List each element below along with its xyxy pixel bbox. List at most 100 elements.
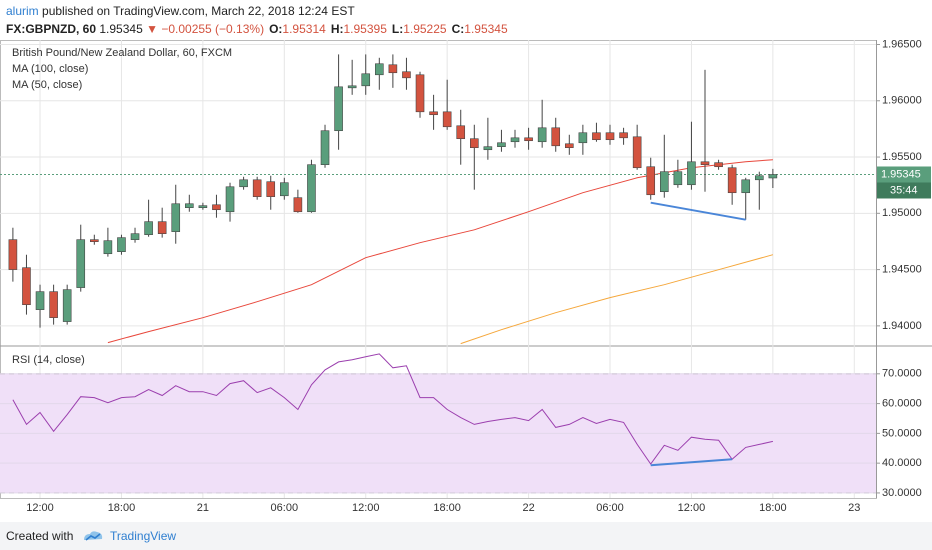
candle-body <box>497 142 506 147</box>
ohlc-label: H: <box>330 22 344 36</box>
candle-body <box>564 143 574 149</box>
price: 1.95345 <box>99 22 143 36</box>
candle-body <box>768 174 778 179</box>
candle-body <box>185 203 194 208</box>
candle-body <box>334 86 343 132</box>
trendline <box>650 458 733 467</box>
candle-body <box>320 130 330 166</box>
candle-body <box>605 132 615 141</box>
x-tick-label: 12:00 <box>26 502 54 514</box>
x-tick-label: 06:00 <box>596 502 624 514</box>
candle-body <box>388 64 398 74</box>
candle-body <box>198 205 208 208</box>
x-tick-label: 18:00 <box>433 502 461 514</box>
candle-body <box>225 186 235 213</box>
candle-body <box>90 239 99 242</box>
countdown-box <box>877 182 931 199</box>
candle-body <box>741 179 751 194</box>
footer: Created with TradingView <box>0 522 932 550</box>
candle-body <box>8 239 18 270</box>
chart-title: RSI (14, close) <box>12 354 85 366</box>
candle-body <box>619 132 628 139</box>
ohlc-value: 1.95225 <box>403 22 447 36</box>
candle-body <box>714 162 723 168</box>
published: published on TradingView.com, March 22, … <box>42 4 355 18</box>
candle-body <box>687 161 696 186</box>
candle-body <box>117 237 126 252</box>
trendline <box>650 201 746 221</box>
last-price-box <box>877 166 931 183</box>
candle-body <box>35 291 45 310</box>
candle-body <box>49 291 58 318</box>
x-tick-label: 06:00 <box>271 502 299 514</box>
last-price-label: 1.95345 <box>881 168 921 180</box>
x-tick-label: 18:00 <box>759 502 787 514</box>
y-tick-label: 1.96500 <box>882 40 922 50</box>
candle-body <box>700 161 710 166</box>
change: −0.00255 (−0.13%) <box>161 22 265 36</box>
candle-body <box>62 289 72 322</box>
ohlc-label: O: <box>269 22 283 36</box>
ohlc-label: C: <box>451 22 465 36</box>
symbol-line: FX:GBPNZD, 60 1.95345 ▼ −0.00255 (−0.13%… <box>6 22 508 36</box>
candle-body <box>103 240 113 255</box>
ohlc-value: 1.95345 <box>464 22 508 36</box>
candle-body <box>442 111 452 128</box>
candle-body <box>280 182 289 197</box>
y-tick-label: 1.95500 <box>882 151 922 163</box>
candle-body <box>375 63 384 76</box>
y-tick-label: 70.0000 <box>882 368 922 380</box>
candle-body <box>578 132 588 144</box>
x-tick-label: 22 <box>522 502 534 514</box>
y-tick-label: 40.0000 <box>882 457 922 469</box>
created-with: Created with <box>6 529 74 543</box>
candle-body <box>402 71 411 79</box>
y-tick-label: 50.0000 <box>882 427 922 439</box>
candle-body <box>293 197 303 213</box>
y-tick-label: 1.95000 <box>882 207 922 219</box>
candle-body <box>551 127 561 147</box>
ohlc: O:1.95314 H:1.95395 L:1.95225 C:1.95345 <box>264 22 508 36</box>
candle-body <box>592 132 601 141</box>
ohlc-label: L: <box>391 22 404 36</box>
logo <box>84 531 103 541</box>
candle-body <box>537 127 547 143</box>
candle-body <box>510 137 520 143</box>
y-tick-label: 1.96000 <box>882 95 922 107</box>
candle-body <box>429 111 438 116</box>
rsi-line <box>12 353 774 465</box>
candle-body <box>239 179 248 188</box>
candle-body <box>22 267 31 306</box>
candle-body <box>483 146 493 151</box>
candle-body <box>415 74 425 113</box>
candle-body <box>157 221 167 234</box>
x-tick-label: 18:00 <box>108 502 136 514</box>
header: alurim published on TradingView.com, Mar… <box>0 0 932 40</box>
candle-body <box>171 203 181 232</box>
candle-body <box>252 179 262 197</box>
y-tick-label: 1.94500 <box>882 264 922 276</box>
brand[interactable]: TradingView <box>110 529 177 543</box>
arrow: ▼ <box>146 22 158 36</box>
candle-body <box>361 73 371 87</box>
x-tick-label: 12:00 <box>678 502 706 514</box>
legend-entry: MA (100, close) <box>12 63 88 75</box>
x-tick-label: 12:00 <box>352 502 380 514</box>
moving-average <box>460 254 774 345</box>
user[interactable]: alurim <box>6 4 39 18</box>
chart: 12:00 18:00 21 06:00 12:00 18:00 22 06:00 12:00 1… <box>0 40 932 514</box>
candle-body <box>673 171 683 186</box>
candle-body <box>266 181 276 197</box>
ohlc-value: 1.95314 <box>282 22 326 36</box>
candle-body <box>347 85 357 89</box>
candle-body <box>212 204 221 211</box>
ohlc-value: 1.95395 <box>343 22 387 36</box>
candle-body <box>307 164 316 213</box>
candle-body <box>470 138 479 149</box>
y-tick-label: 60.0000 <box>882 397 922 409</box>
candle-body <box>646 166 656 196</box>
candle-body <box>456 125 466 140</box>
x-tick-label: 21 <box>197 502 209 514</box>
logo-line <box>85 533 101 541</box>
